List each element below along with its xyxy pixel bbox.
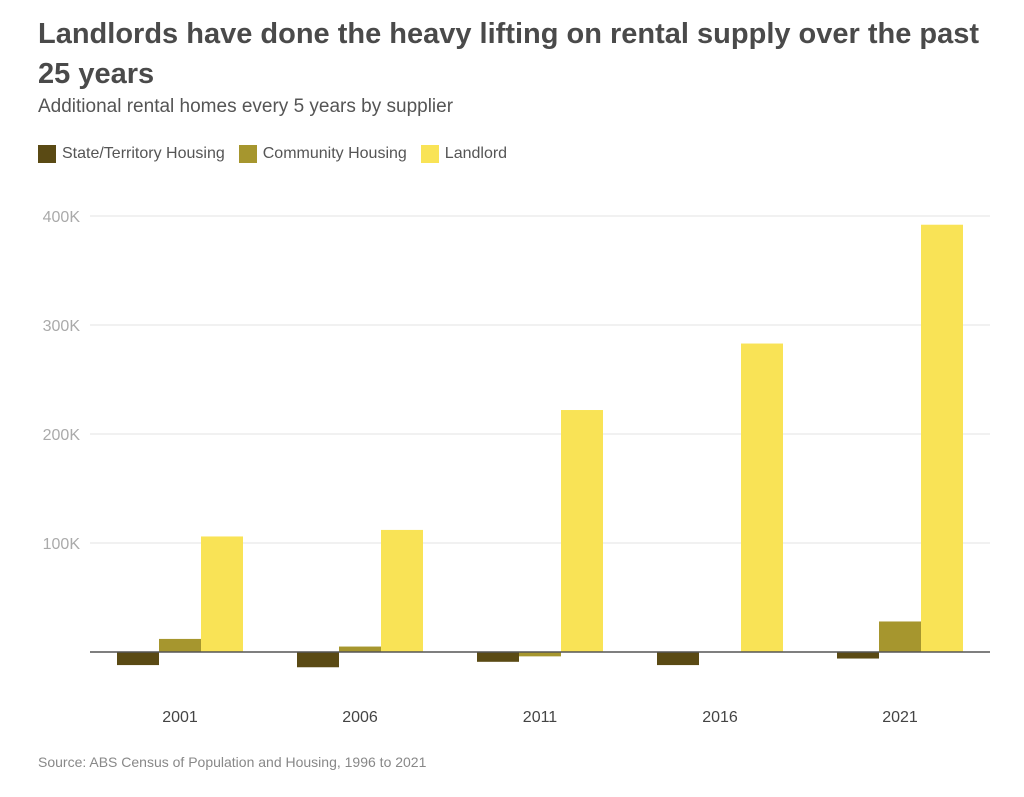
y-tick-label: 100K (43, 536, 81, 553)
bar-community-housing (519, 652, 561, 657)
bars (117, 224, 963, 668)
bar-state-territory-housing (837, 652, 879, 659)
legend-label-state-housing: State/Territory Housing (62, 145, 225, 162)
bar-landlord (381, 529, 423, 652)
axes: 100K 200K 300K 400K 2001 2006 2011 2016 2021 (43, 209, 990, 726)
x-tick-label: 2006 (342, 709, 378, 726)
bar-landlord (921, 224, 963, 652)
legend-item-state-housing: State/Territory Housing (38, 145, 225, 163)
legend-label-landlord: Landlord (444, 145, 508, 162)
x-tick-label: 2001 (162, 709, 198, 726)
bar-community-housing (879, 621, 921, 652)
x-tick-label: 2016 (702, 709, 738, 726)
source-note: Source: ABS Census of Population and Hou… (38, 754, 427, 770)
bar-state-territory-housing (117, 652, 159, 666)
bar-community-housing (339, 646, 381, 652)
chart-title: Landlords have done the heavy lifting on… (38, 18, 980, 90)
y-tick-label: 300K (43, 318, 81, 335)
legend-item-community-housing: Community Housing (238, 145, 407, 163)
x-tick-label: 2011 (523, 709, 558, 726)
bar-landlord (741, 343, 783, 652)
legend-swatch-landlord (420, 145, 439, 163)
x-tick-label: 2021 (882, 709, 918, 726)
bar-state-territory-housing (477, 652, 519, 662)
legend: State/Territory Housing Community Housin… (38, 145, 521, 163)
chart-subtitle: Additional rental homes every 5 years by… (38, 96, 454, 117)
bar-state-territory-housing (657, 652, 699, 666)
bar-landlord (201, 536, 243, 652)
legend-item-landlord: Landlord (420, 145, 508, 163)
legend-swatch-state-housing (38, 145, 56, 163)
gridlines (90, 215, 990, 544)
legend-label-community-housing: Community Housing (262, 145, 407, 162)
legend-swatch-community-housing (238, 145, 257, 163)
bar-state-territory-housing (297, 652, 339, 668)
bar-landlord (561, 410, 603, 652)
y-tick-label: 200K (43, 427, 81, 444)
bar-community-housing (159, 638, 201, 652)
y-tick-label: 400K (43, 209, 81, 226)
